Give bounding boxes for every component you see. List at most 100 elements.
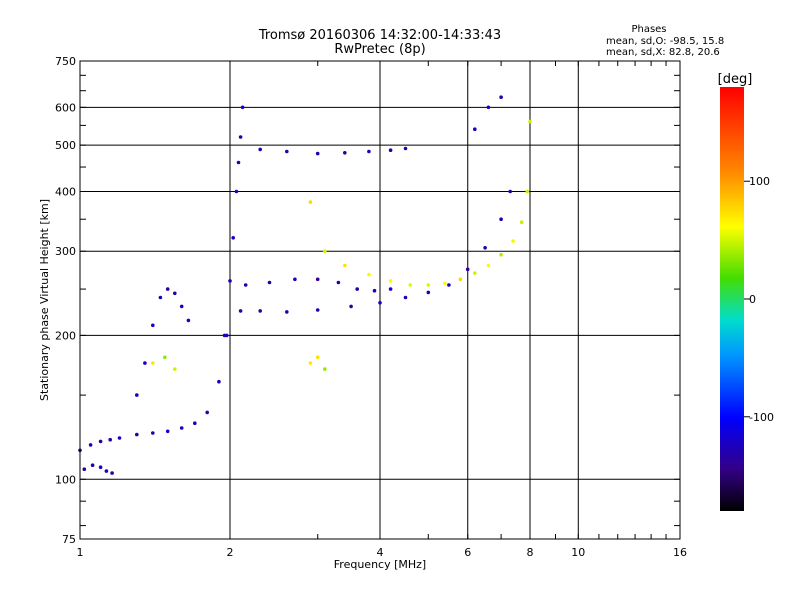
- data-point: [165, 287, 170, 291]
- data-point: [458, 277, 463, 282]
- data-point: [231, 236, 235, 240]
- data-point: [315, 308, 320, 312]
- data-point: [110, 471, 114, 475]
- data-point: [525, 189, 530, 194]
- y-tick-label: 500: [55, 139, 76, 152]
- data-point: [499, 95, 503, 99]
- data-point: [236, 160, 241, 165]
- data-point: [117, 436, 122, 440]
- y-tick-label: 300: [55, 245, 76, 258]
- data-point: [285, 310, 289, 314]
- data-point: [403, 295, 408, 300]
- data-point: [234, 189, 239, 194]
- data-point: [528, 119, 532, 124]
- grid-lines: [80, 61, 680, 539]
- data-point: [205, 410, 209, 415]
- x-tick-label: 2: [227, 546, 234, 559]
- data-point: [293, 277, 297, 282]
- data-point: [228, 279, 232, 283]
- data-point: [82, 467, 87, 472]
- data-point: [243, 283, 248, 287]
- data-point: [336, 280, 341, 285]
- data-point: [473, 127, 477, 131]
- x-tick-label: 1: [77, 546, 84, 559]
- data-point: [173, 367, 177, 371]
- data-point: [343, 263, 347, 268]
- data-point: [240, 105, 245, 110]
- colorbar: [720, 87, 744, 511]
- data-point: [323, 367, 327, 371]
- data-point: [108, 437, 112, 442]
- data-point: [222, 333, 227, 338]
- data-point: [258, 147, 263, 152]
- data-point: [486, 105, 491, 110]
- data-point: [151, 361, 155, 365]
- colorbar-label: [deg]: [718, 72, 753, 87]
- data-point: [343, 151, 347, 155]
- data-point: [163, 355, 167, 360]
- y-axis-label: Stationary phase Virtual Height [km]: [38, 199, 51, 401]
- data-point: [426, 283, 431, 287]
- x-axis-label: Frequency [MHz]: [334, 558, 426, 571]
- data-point: [238, 309, 243, 313]
- data-point: [179, 426, 184, 430]
- data-point: [151, 431, 155, 435]
- colorbar-tick-label: 0: [749, 293, 756, 306]
- data-point: [267, 280, 272, 285]
- data-point: [88, 443, 93, 447]
- y-tick-label: 400: [55, 185, 76, 198]
- x-tick-label: 8: [527, 546, 534, 559]
- colorbar-ticks: 100 0 -100: [744, 175, 774, 424]
- data-point: [315, 151, 320, 156]
- data-point: [486, 263, 491, 268]
- data-point: [151, 323, 155, 328]
- data-point: [315, 355, 320, 360]
- data-point: [98, 465, 103, 470]
- data-point: [499, 252, 503, 257]
- colorbar-tick-label: 100: [749, 175, 770, 188]
- chart-subtitle: RwPretec (8p): [334, 42, 425, 57]
- stats-heading: Phases: [631, 24, 666, 35]
- data-point: [388, 279, 393, 283]
- stats-x-line: mean, sd,X: 82.8, 20.6: [606, 47, 720, 58]
- data-point: [447, 283, 451, 287]
- data-point: [143, 361, 147, 365]
- data-point: [217, 379, 221, 384]
- data-point: [519, 220, 524, 224]
- data-point: [378, 301, 382, 305]
- data-point: [173, 291, 177, 296]
- data-point: [367, 149, 371, 154]
- colorbar-tick-label: -100: [749, 411, 774, 424]
- data-point: [135, 393, 139, 397]
- data-point: [323, 249, 327, 253]
- data-point: [104, 469, 109, 473]
- data-point: [238, 135, 243, 139]
- data-point: [308, 200, 313, 204]
- data-point: [465, 267, 470, 272]
- data-point: [315, 277, 320, 282]
- x-tick-label: 16: [673, 546, 687, 559]
- data-point: [367, 272, 371, 277]
- data-point: [98, 439, 103, 444]
- data-point: [355, 287, 360, 291]
- data-point: [186, 318, 191, 323]
- data-point: [508, 189, 512, 194]
- data-point: [285, 149, 289, 154]
- data-point: [483, 246, 487, 250]
- data-point: [165, 429, 170, 434]
- data-point: [372, 288, 377, 293]
- x-tick-label: 10: [571, 546, 585, 559]
- y-tick-label: 200: [55, 329, 76, 342]
- data-point: [388, 148, 393, 152]
- data-point: [135, 432, 139, 437]
- data-point: [193, 421, 197, 426]
- data-point: [158, 295, 163, 300]
- data-points: [78, 95, 532, 475]
- data-point: [403, 146, 408, 151]
- y-tick-label: 100: [55, 473, 76, 486]
- data-point: [179, 304, 184, 309]
- data-point: [511, 239, 515, 243]
- y-tick-label: 600: [55, 101, 76, 114]
- data-point: [349, 304, 353, 309]
